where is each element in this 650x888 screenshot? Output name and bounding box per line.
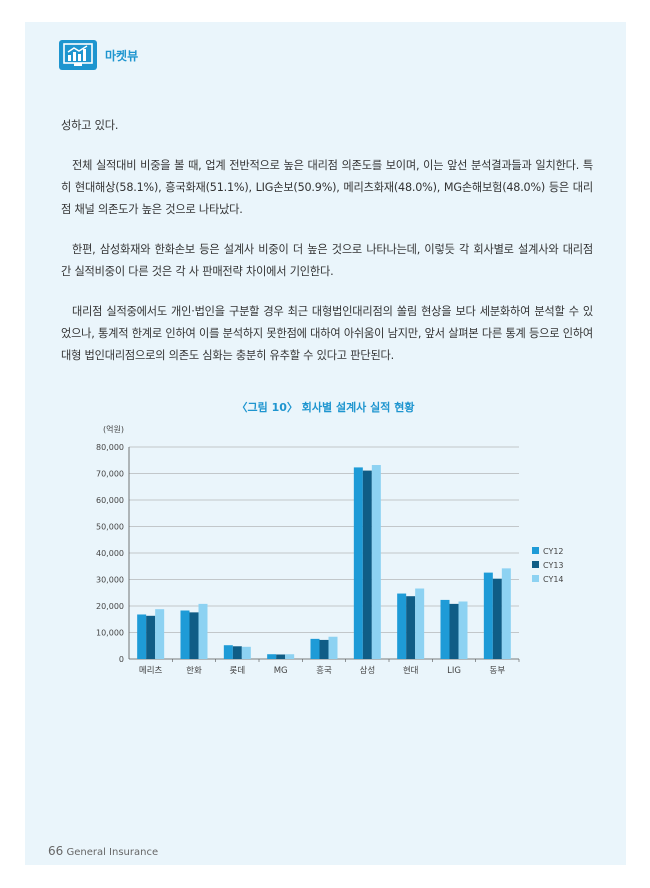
bar-cy12 <box>267 654 277 659</box>
legend-swatch-cy14 <box>532 575 539 582</box>
x-tick-label: 한화 <box>186 666 202 676</box>
y-tick-label: 50,000 <box>96 523 124 532</box>
x-tick-label: 동부 <box>490 666 506 676</box>
bar-cy13 <box>146 615 156 659</box>
x-tick-label: MG <box>274 666 288 676</box>
x-tick-label: 흥국 <box>316 665 332 676</box>
bar-cy12 <box>180 610 190 659</box>
x-tick-label: 메리츠 <box>139 666 163 676</box>
bar-cy13 <box>406 596 416 659</box>
bar-cy12 <box>137 614 147 659</box>
bar-cy13 <box>362 470 372 659</box>
bar-cy12 <box>223 645 233 659</box>
y-tick-label: 20,000 <box>96 602 124 611</box>
y-axis-unit-label: (억원) <box>103 424 124 434</box>
figure-title: 〈그림 10〉 회사별 설계사 실적 현황 <box>236 401 415 414</box>
bar-cy13 <box>449 603 459 659</box>
bar-chart-monitor-icon <box>59 40 97 70</box>
publication-name: General Insurance <box>66 847 159 858</box>
article-body: 성하고 있다. 전체 실적대비 비중을 볼 때, 업계 전반적으로 높은 대리점… <box>61 115 593 385</box>
paragraph: 전체 실적대비 비중을 볼 때, 업계 전반적으로 높은 대리점 의존도를 보이… <box>61 159 593 216</box>
page-panel: 마켓뷰 성하고 있다. 전체 실적대비 비중을 볼 때, 업계 전반적으로 높은… <box>25 22 626 865</box>
y-tick-label: 0 <box>119 655 124 664</box>
bar-cy14 <box>501 568 511 659</box>
bar-cy13 <box>492 578 502 659</box>
section-header: 마켓뷰 <box>59 40 138 70</box>
bar-cy12 <box>353 467 363 659</box>
legend-label: CY13 <box>543 561 564 570</box>
bar-cy12 <box>440 599 450 659</box>
bar-cy12 <box>310 638 320 659</box>
legend-swatch-cy12 <box>532 547 539 554</box>
page-number: 66 <box>48 844 64 858</box>
bar-cy14 <box>285 654 295 659</box>
legend-label: CY12 <box>543 547 564 556</box>
y-tick-label: 40,000 <box>96 549 124 558</box>
y-tick-label: 80,000 <box>96 443 124 452</box>
legend-label: CY14 <box>543 575 564 584</box>
bar-cy12 <box>397 593 407 659</box>
bar-cy14 <box>458 601 468 659</box>
paragraph: 대리점 실적중에서도 개인·법인을 구분할 경우 최근 대형법인대리점의 쏠림 … <box>61 305 593 362</box>
bar-cy14 <box>371 465 381 659</box>
page-footer: 66 General Insurance <box>48 844 158 858</box>
section-title: 마켓뷰 <box>105 48 139 63</box>
y-tick-label: 60,000 <box>96 496 124 505</box>
y-tick-label: 70,000 <box>96 470 124 479</box>
bar-cy13 <box>319 639 329 659</box>
bar-cy13 <box>276 654 286 659</box>
bar-cy12 <box>483 572 493 659</box>
x-tick-label: 삼성 <box>360 665 376 676</box>
bar-cy14 <box>328 636 338 659</box>
y-tick-label: 30,000 <box>96 576 124 585</box>
x-tick-label: LIG <box>447 666 461 676</box>
bar-cy14 <box>241 646 251 659</box>
bar-chart: (억원) 0 10,000 20,000 30,000 40,000 50,000 60,00… <box>96 424 564 676</box>
bar-cy14 <box>198 603 208 659</box>
x-tick-label: 롯데 <box>230 666 246 676</box>
bar-cy13 <box>189 612 199 659</box>
paragraph: 한편, 삼성화재와 한화손보 등은 설계사 비중이 더 높은 것으로 나타나는데… <box>61 243 593 278</box>
bar-cy14 <box>155 609 165 659</box>
paragraph: 성하고 있다. <box>61 119 119 132</box>
bar-cy14 <box>415 588 425 659</box>
legend-swatch-cy13 <box>532 561 539 568</box>
bar-cy13 <box>232 646 242 659</box>
x-tick-label: 현대 <box>403 666 419 676</box>
y-tick-label: 10,000 <box>96 629 124 638</box>
